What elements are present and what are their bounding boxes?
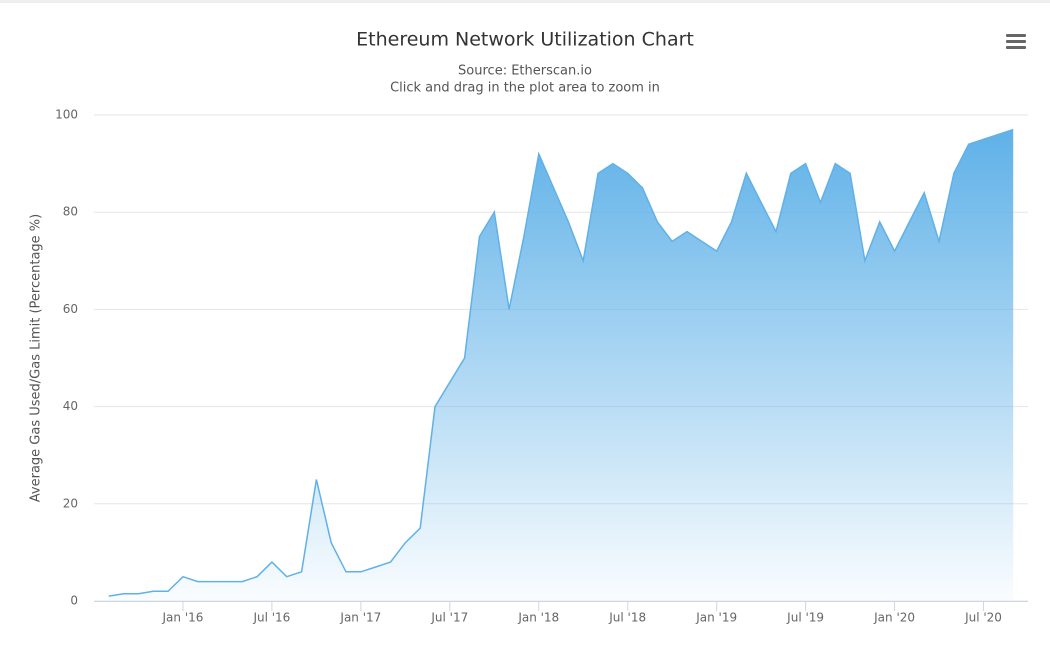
y-tick-label: 0 xyxy=(70,594,78,608)
x-tick-label: Jan '20 xyxy=(873,611,915,625)
x-tick-label: Jul '16 xyxy=(252,611,290,625)
y-tick-label: 100 xyxy=(55,108,78,122)
top-border xyxy=(0,0,1050,3)
y-tick-label: 60 xyxy=(63,302,78,316)
chart-subtitle: Click and drag in the plot area to zoom … xyxy=(390,81,660,96)
y-tick-label: 20 xyxy=(63,496,78,510)
chart-title: Ethereum Network Utilization Chart xyxy=(356,29,694,51)
x-tick-label: Jan '17 xyxy=(339,611,381,625)
x-tick-label: Jul '19 xyxy=(786,611,824,625)
x-tick-label: Jan '16 xyxy=(162,611,204,625)
area-fill xyxy=(108,129,1014,601)
x-tick-label: Jan '19 xyxy=(695,611,737,625)
area-line xyxy=(108,128,1014,597)
y-axis-title: Average Gas Used/Gas Limit (Percentage %… xyxy=(29,214,44,502)
y-tick-label: 80 xyxy=(63,205,78,219)
y-tick-label: 40 xyxy=(63,399,78,413)
chart-subtitle: Source: Etherscan.io xyxy=(458,64,592,79)
x-tick-label: Jan '18 xyxy=(517,611,559,625)
x-tick-label: Jul '18 xyxy=(608,611,646,625)
x-tick-label: Jul '17 xyxy=(430,611,468,625)
menu-button[interactable] xyxy=(1006,34,1026,49)
x-tick-label: Jul '20 xyxy=(964,611,1002,625)
